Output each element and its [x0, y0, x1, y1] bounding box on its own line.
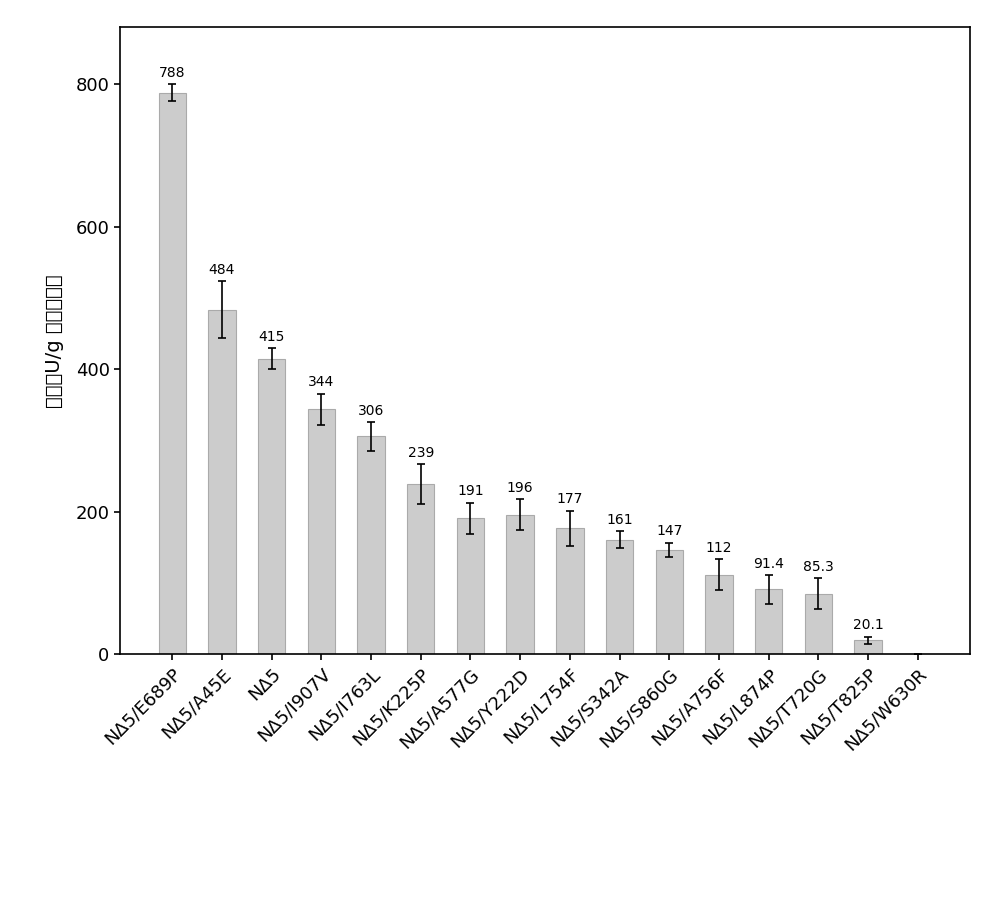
- Text: 191: 191: [457, 484, 484, 498]
- Text: 161: 161: [606, 513, 633, 527]
- Text: 196: 196: [507, 481, 533, 494]
- Y-axis label: 酶活（U/g 细胞干重）: 酶活（U/g 细胞干重）: [45, 274, 64, 408]
- Bar: [258, 359, 285, 654]
- Text: 306: 306: [358, 404, 384, 418]
- Text: 239: 239: [408, 446, 434, 460]
- Bar: [308, 409, 335, 654]
- Bar: [656, 550, 683, 654]
- Text: 91.4: 91.4: [753, 557, 784, 571]
- Bar: [854, 640, 882, 654]
- Text: 112: 112: [706, 541, 732, 554]
- Text: 415: 415: [259, 330, 285, 344]
- Bar: [357, 436, 385, 654]
- Bar: [705, 574, 733, 654]
- Bar: [755, 589, 782, 654]
- Text: 20.1: 20.1: [853, 618, 883, 633]
- Text: 147: 147: [656, 524, 682, 538]
- Bar: [407, 484, 434, 654]
- Bar: [457, 518, 484, 654]
- Text: 177: 177: [557, 493, 583, 506]
- Text: 85.3: 85.3: [803, 560, 834, 574]
- Bar: [208, 309, 236, 654]
- Bar: [506, 514, 534, 654]
- Text: 344: 344: [308, 375, 335, 389]
- Bar: [159, 93, 186, 654]
- Bar: [556, 528, 584, 654]
- Text: 484: 484: [209, 263, 235, 276]
- Text: 788: 788: [159, 66, 186, 80]
- Bar: [606, 540, 633, 654]
- Bar: [805, 594, 832, 654]
